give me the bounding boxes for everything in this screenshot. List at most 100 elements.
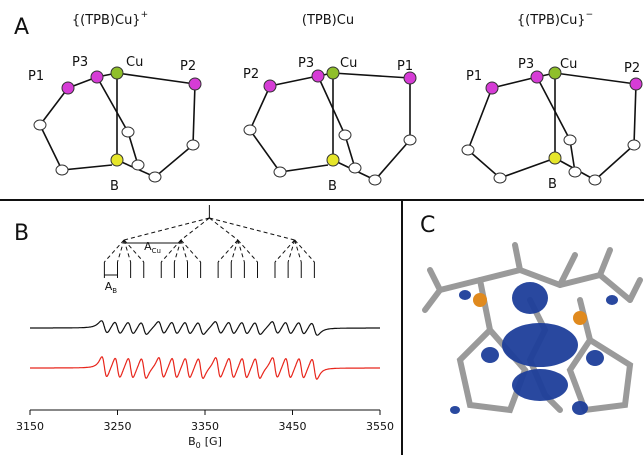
- atom: [327, 154, 339, 166]
- carbon-atom: [589, 175, 601, 185]
- panel-label: A: [14, 15, 29, 40]
- carbon-atom: [56, 165, 68, 175]
- text-part: B: [112, 287, 117, 295]
- bond: [555, 84, 636, 180]
- bond: [68, 73, 195, 88]
- spectrum-simulated: [30, 357, 380, 379]
- atom: [91, 71, 103, 83]
- text-part: 0: [196, 441, 201, 450]
- text-part: {(TPB)Cu}: [72, 13, 141, 28]
- carbon-atom: [404, 135, 416, 145]
- atom: [549, 152, 561, 164]
- atom-label: P3: [72, 55, 88, 70]
- bond: [318, 76, 355, 168]
- x-tick-label: 3250: [104, 420, 132, 433]
- tree-line: [118, 240, 125, 262]
- atom: [62, 82, 74, 94]
- carbon-atom: [569, 167, 581, 177]
- carbon-atom: [369, 175, 381, 185]
- complex-title: (TPB)Cu: [302, 13, 354, 28]
- x-axis-label: B0 [G]: [188, 435, 222, 450]
- atom-label: Cu: [340, 56, 357, 71]
- bond: [333, 78, 410, 180]
- tree-line: [288, 240, 295, 262]
- atom-label: P2: [243, 67, 259, 82]
- carbon-atom: [274, 167, 286, 177]
- tree-line: [104, 240, 124, 262]
- splitting-label: ACu: [144, 240, 161, 255]
- bond: [492, 73, 636, 88]
- splitting-label: AB: [105, 280, 118, 295]
- atom: [531, 71, 543, 83]
- text-part: (TPB)Cu: [302, 13, 354, 28]
- carbon-atom: [628, 140, 640, 150]
- carbon-atom: [339, 130, 351, 140]
- carbon-atom: [122, 127, 134, 137]
- carbon-atom: [244, 125, 256, 135]
- molecule: [34, 67, 201, 182]
- tree-line: [209, 218, 294, 240]
- text-part: Cu: [152, 247, 161, 255]
- tree-line: [181, 240, 188, 262]
- atom: [630, 78, 642, 90]
- molecule: [244, 67, 416, 185]
- x-tick-label: 3550: [366, 420, 394, 433]
- atom: [327, 67, 339, 79]
- molecule: [462, 67, 642, 185]
- x-tick-label: 3150: [16, 420, 44, 433]
- spectrum-experimental: [30, 321, 380, 335]
- complex-title: {(TPB)Cu}+: [72, 10, 148, 28]
- tree-line: [181, 240, 201, 262]
- tree-line: [238, 240, 245, 262]
- tree-line: [295, 240, 315, 262]
- tree-line: [275, 240, 295, 262]
- atom-label: Cu: [126, 55, 143, 70]
- atom: [264, 80, 276, 92]
- atom: [312, 70, 324, 82]
- atom: [486, 82, 498, 94]
- bond: [40, 88, 112, 170]
- atom-label: Cu: [560, 57, 577, 72]
- atom-label: B: [328, 179, 337, 194]
- carbon-atom: [34, 120, 46, 130]
- panel-label: B: [14, 221, 29, 246]
- bond: [250, 86, 328, 172]
- atom-label: P1: [466, 69, 482, 84]
- figure: A B C {(TPB)Cu}+P1P3CuP2B(TPB)CuP2P3CuP1…: [0, 0, 644, 455]
- text-part: +: [141, 10, 149, 20]
- atom: [111, 67, 123, 79]
- bond: [468, 88, 550, 178]
- x-tick-label: 3450: [279, 420, 307, 433]
- carbon-atom: [349, 163, 361, 173]
- carbon-atom: [494, 173, 506, 183]
- tree-line: [124, 218, 209, 240]
- tree-line: [231, 240, 238, 262]
- text-part: −: [586, 10, 594, 20]
- carbon-atom: [187, 140, 199, 150]
- text-part: [G]: [205, 435, 222, 448]
- splitting-tree: [104, 205, 314, 278]
- atom-label: P2: [624, 61, 640, 76]
- tree-line: [238, 240, 258, 262]
- atom: [189, 78, 201, 90]
- text-part: {(TPB)Cu}: [517, 13, 586, 28]
- tree-line: [218, 240, 238, 262]
- atom-label: B: [548, 177, 557, 192]
- atom-label: P3: [518, 57, 534, 72]
- complex-title: {(TPB)Cu}−: [517, 10, 593, 28]
- orbital-rendering: [425, 245, 640, 415]
- carbon-atom: [149, 172, 161, 182]
- bond: [270, 73, 410, 86]
- carbon-atom: [462, 145, 474, 155]
- atom-label: P2: [180, 59, 196, 74]
- carbon-atom: [564, 135, 576, 145]
- atom-label: P3: [298, 56, 314, 71]
- atom-label: P1: [397, 59, 413, 74]
- carbon-atom: [132, 160, 144, 170]
- atom-label: P1: [28, 69, 44, 84]
- text-part: B: [188, 435, 196, 448]
- atom-label: B: [110, 179, 119, 194]
- atom: [111, 154, 123, 166]
- x-tick-label: 3350: [191, 420, 219, 433]
- panel-label: C: [420, 213, 435, 238]
